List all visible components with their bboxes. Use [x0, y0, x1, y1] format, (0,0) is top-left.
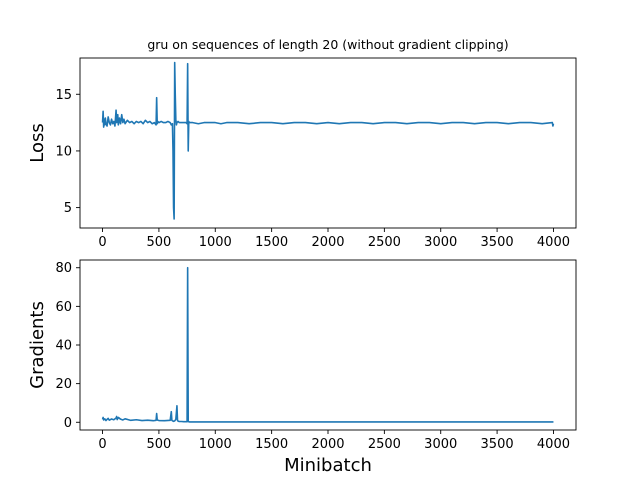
chart-title: gru on sequences of length 20 (without g…	[147, 37, 508, 52]
gradients-x-tick-label: 3000	[424, 437, 457, 452]
loss-x-tick-label: 2500	[368, 235, 401, 250]
gradients-x-tick-label: 1000	[199, 437, 232, 452]
loss-y-tick-label: 5	[64, 201, 72, 216]
gradients-series-line	[101, 266, 554, 423]
loss-y-axis-label: Loss	[27, 123, 48, 162]
loss-series-line	[101, 61, 555, 220]
gradients-x-tick-label: 1500	[255, 437, 288, 452]
loss-y-tick-label: 15	[55, 88, 72, 103]
gradients-y-tick-label: 60	[55, 300, 72, 315]
gradients-x-tick-label: 2000	[311, 437, 344, 452]
loss-x-tick-label: 3000	[424, 235, 457, 250]
loss-x-tick-label: 1000	[199, 235, 232, 250]
gradients-y-axis-label: Gradients	[27, 301, 48, 389]
gradients-x-tick-label: 2500	[368, 437, 401, 452]
gradients-x-tick-label: 500	[146, 437, 171, 452]
gradients-x-tick-label: 4000	[537, 437, 570, 452]
loss-y-tick-label: 10	[55, 144, 72, 159]
gradients-x-tick-label: 0	[98, 437, 106, 452]
loss-x-tick-label: 4000	[537, 235, 570, 250]
loss-x-tick-label: 500	[146, 235, 171, 250]
gradients-y-tick-label: 20	[55, 377, 72, 392]
loss-plot-frame	[79, 57, 577, 229]
x-axis-label: Minibatch	[284, 455, 372, 476]
loss-panel: 0 500 1000 1500 2000 2500 3000 3500 4000 5 10 15 Lo…	[27, 57, 577, 250]
gradients-plot-frame	[79, 259, 577, 431]
loss-x-tick-label: 2000	[311, 235, 344, 250]
loss-x-tick-label: 1500	[255, 235, 288, 250]
loss-x-tick-label: 0	[98, 235, 106, 250]
gradients-y-tick-label: 80	[55, 261, 72, 276]
loss-x-tick-label: 3500	[481, 235, 514, 250]
gradients-x-tick-label: 3500	[481, 437, 514, 452]
gradients-y-tick-label: 0	[64, 416, 72, 431]
gradients-y-tick-label: 40	[55, 339, 72, 354]
gradients-panel: 0 500 1000 1500 2000 2500 3000 3500 4000 0 20 40 60 8…	[27, 259, 577, 476]
